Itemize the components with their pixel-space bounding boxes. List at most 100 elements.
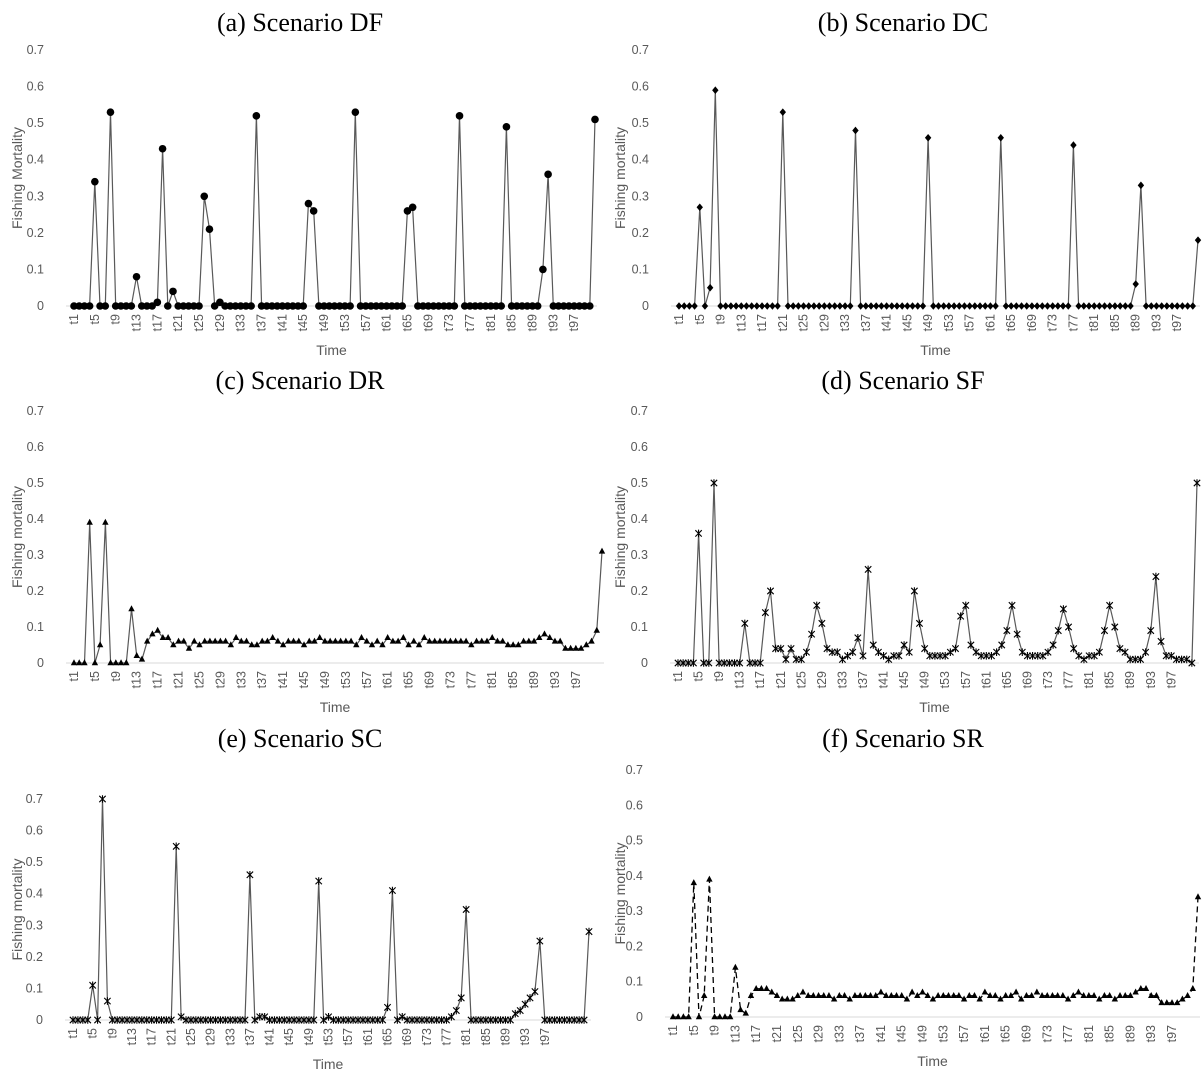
data-point [169, 287, 177, 296]
y-tick-label: 0.5 [631, 476, 648, 490]
data-point [1142, 984, 1150, 991]
data-point [761, 608, 769, 617]
data-point [180, 637, 187, 644]
data-point [70, 659, 78, 666]
data-point [106, 108, 115, 116]
data-point [86, 518, 93, 525]
data-point [726, 1013, 734, 1020]
x-tick-label: t37 [255, 671, 269, 688]
data-point [890, 652, 898, 660]
data-point [502, 123, 511, 131]
data-point [705, 659, 713, 667]
x-tick-label: t77 [463, 314, 477, 331]
data-point [997, 133, 1004, 142]
x-tick-label: t41 [275, 314, 289, 331]
x-tick-label: t9 [714, 314, 728, 324]
data-point [867, 992, 874, 999]
x-tick-label: t49 [302, 1028, 316, 1045]
y-tick-label: 0.3 [27, 189, 44, 203]
chart-panel: (e) Scenario SC 0 0.1 0.2 0.3 0.4 0.5 0.6 0.7 t1 t… [0, 724, 600, 1080]
data-point [516, 1006, 524, 1015]
data-point [347, 637, 355, 644]
data-point [691, 302, 698, 310]
x-tick-label: t13 [130, 671, 144, 688]
data-point [164, 634, 172, 640]
y-tick-label: 0 [37, 299, 44, 313]
data-point [546, 634, 553, 640]
chart-title: (a) Scenario DF [216, 8, 384, 37]
data-point [1142, 302, 1150, 310]
data-point [570, 302, 578, 310]
data-point [1148, 992, 1155, 999]
data-point [971, 992, 978, 999]
data-point [158, 144, 167, 153]
series-line [74, 111, 596, 307]
data-point [872, 992, 879, 999]
data-point [304, 199, 313, 208]
data-point [117, 302, 125, 310]
data-point [778, 995, 786, 1002]
data-point [258, 637, 266, 644]
data-point [356, 302, 365, 310]
data-point [241, 1016, 249, 1024]
data-point [253, 641, 261, 648]
x-tick-label: t81 [459, 1028, 473, 1045]
data-point [950, 992, 957, 999]
data-point [915, 619, 924, 628]
data-point [111, 302, 120, 310]
x-tick-label: t45 [897, 671, 911, 688]
x-tick-label: t53 [936, 1025, 950, 1042]
data-point [511, 1009, 519, 1018]
data-point [1116, 302, 1124, 310]
y-tick-label: 0.4 [27, 512, 44, 526]
data-point [893, 992, 900, 999]
data-point [818, 619, 826, 628]
data-point [1090, 992, 1098, 999]
data-point [1028, 992, 1035, 999]
data-point [290, 637, 297, 644]
data-point [1002, 992, 1009, 999]
data-point [1100, 626, 1109, 635]
data-point [289, 302, 297, 310]
data-point [388, 886, 397, 895]
data-point [132, 272, 141, 281]
x-tick-label: t85 [479, 1028, 493, 1045]
line-chart: 0 0.1 0.2 0.3 0.4 0.5 0.6 0.7 t1 t5 t9 t13 t17 t21 t25… [9, 792, 593, 1072]
data-point [1167, 652, 1175, 660]
line-chart: 0 0.1 0.2 0.3 0.4 0.5 0.6 0.7 t1 t5 t9 t13 t17 t21 t25… [612, 43, 1202, 358]
data-point [127, 302, 136, 310]
data-point [1096, 995, 1103, 1002]
x-tick-label: t73 [443, 671, 457, 688]
data-point [1147, 626, 1155, 635]
data-point [1044, 992, 1051, 999]
data-point [997, 995, 1004, 1002]
data-point [515, 641, 522, 648]
x-tick-label: t29 [812, 1025, 826, 1042]
data-point [1033, 302, 1041, 310]
data-point [893, 302, 901, 310]
data-point [987, 302, 994, 310]
data-point [112, 659, 120, 666]
data-point [774, 302, 781, 310]
y-tick-label: 0.3 [631, 548, 648, 562]
data-point [504, 641, 512, 648]
x-axis-label: Time [313, 1056, 344, 1072]
chart-title: (c) Scenario DR [215, 366, 385, 395]
x-tick-label: t21 [171, 314, 185, 331]
data-point [815, 302, 823, 310]
data-point [1008, 601, 1016, 610]
data-point [462, 905, 470, 914]
chart-title: (d) Scenario SF [821, 366, 985, 395]
data-point [358, 634, 365, 640]
data-point [481, 302, 490, 310]
x-tick-label: t21 [172, 671, 186, 688]
data-point [1039, 652, 1047, 660]
data-point [679, 659, 687, 667]
data-point [299, 302, 308, 310]
y-tick-label: 0.1 [626, 975, 643, 989]
data-point [1106, 302, 1113, 310]
data-point [1194, 893, 1202, 900]
data-point [414, 302, 422, 310]
data-point [143, 637, 151, 644]
data-point [1065, 302, 1072, 310]
